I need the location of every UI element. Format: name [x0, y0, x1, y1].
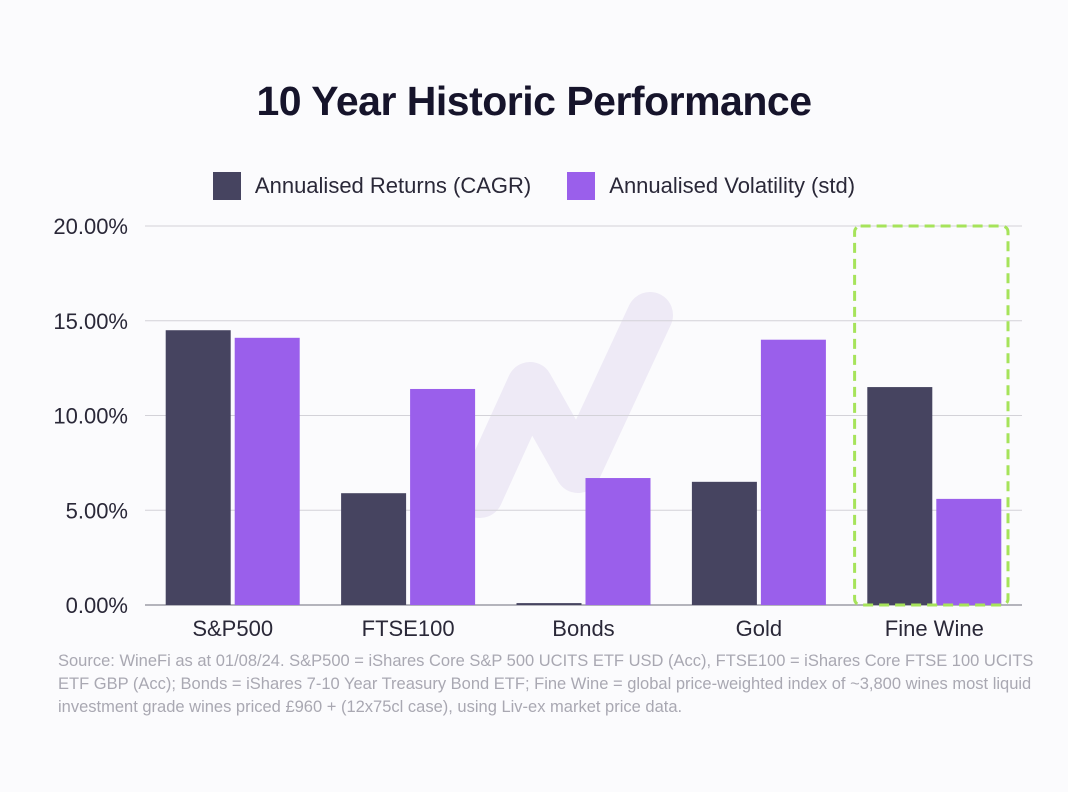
legend-swatch-volatility: [567, 172, 596, 200]
legend-item-volatility: Annualised Volatility (std): [567, 172, 855, 200]
y-tick-label: 5.00%: [66, 498, 128, 523]
y-tick-label: 10.00%: [53, 404, 128, 429]
x-tick-label: Gold: [736, 616, 782, 641]
x-tick-label: Bonds: [552, 616, 614, 641]
legend-label-volatility: Annualised Volatility (std): [609, 173, 856, 198]
legend: Annualised Returns (CAGR) Annualised Vol…: [0, 172, 1068, 200]
bar-returns-s-p500: [165, 330, 231, 605]
bar-volatility-bonds: [585, 478, 651, 605]
legend-item-returns: Annualised Returns (CAGR): [212, 172, 532, 200]
legend-label-returns: Annualised Returns (CAGR): [254, 173, 532, 198]
bar-volatility-fine-wine: [936, 498, 1002, 605]
y-tick-label: 20.00%: [53, 214, 128, 239]
y-tick-label: 0.00%: [66, 593, 128, 618]
bar-volatility-gold: [760, 339, 826, 605]
bar-returns-ftse100: [341, 493, 407, 605]
chart-title: 10 Year Historic Performance: [256, 78, 813, 124]
watermark-logo-icon: [457, 292, 673, 518]
bar-returns-fine-wine: [867, 387, 933, 605]
highlight-box-fine-wine: [853, 224, 1010, 607]
bar-returns-gold: [691, 481, 757, 605]
y-tick-label: 15.00%: [53, 309, 128, 334]
x-tick-label: FTSE100: [362, 616, 455, 641]
bar-volatility-ftse100: [410, 388, 476, 605]
x-tick-label: S&P500: [192, 616, 273, 641]
bar-chart: 0.00% 5.00% 10.00% 15.00% 20.00% S&P500 FTSE10…: [53, 214, 1022, 641]
x-tick-label: Fine Wine: [885, 616, 984, 641]
legend-swatch-returns: [212, 172, 241, 200]
bar-volatility-s-p500: [234, 337, 300, 605]
bar-returns-bonds: [516, 603, 582, 605]
source-note: Source: WineFi as at 01/08/24. S&P500 = …: [58, 652, 1034, 716]
